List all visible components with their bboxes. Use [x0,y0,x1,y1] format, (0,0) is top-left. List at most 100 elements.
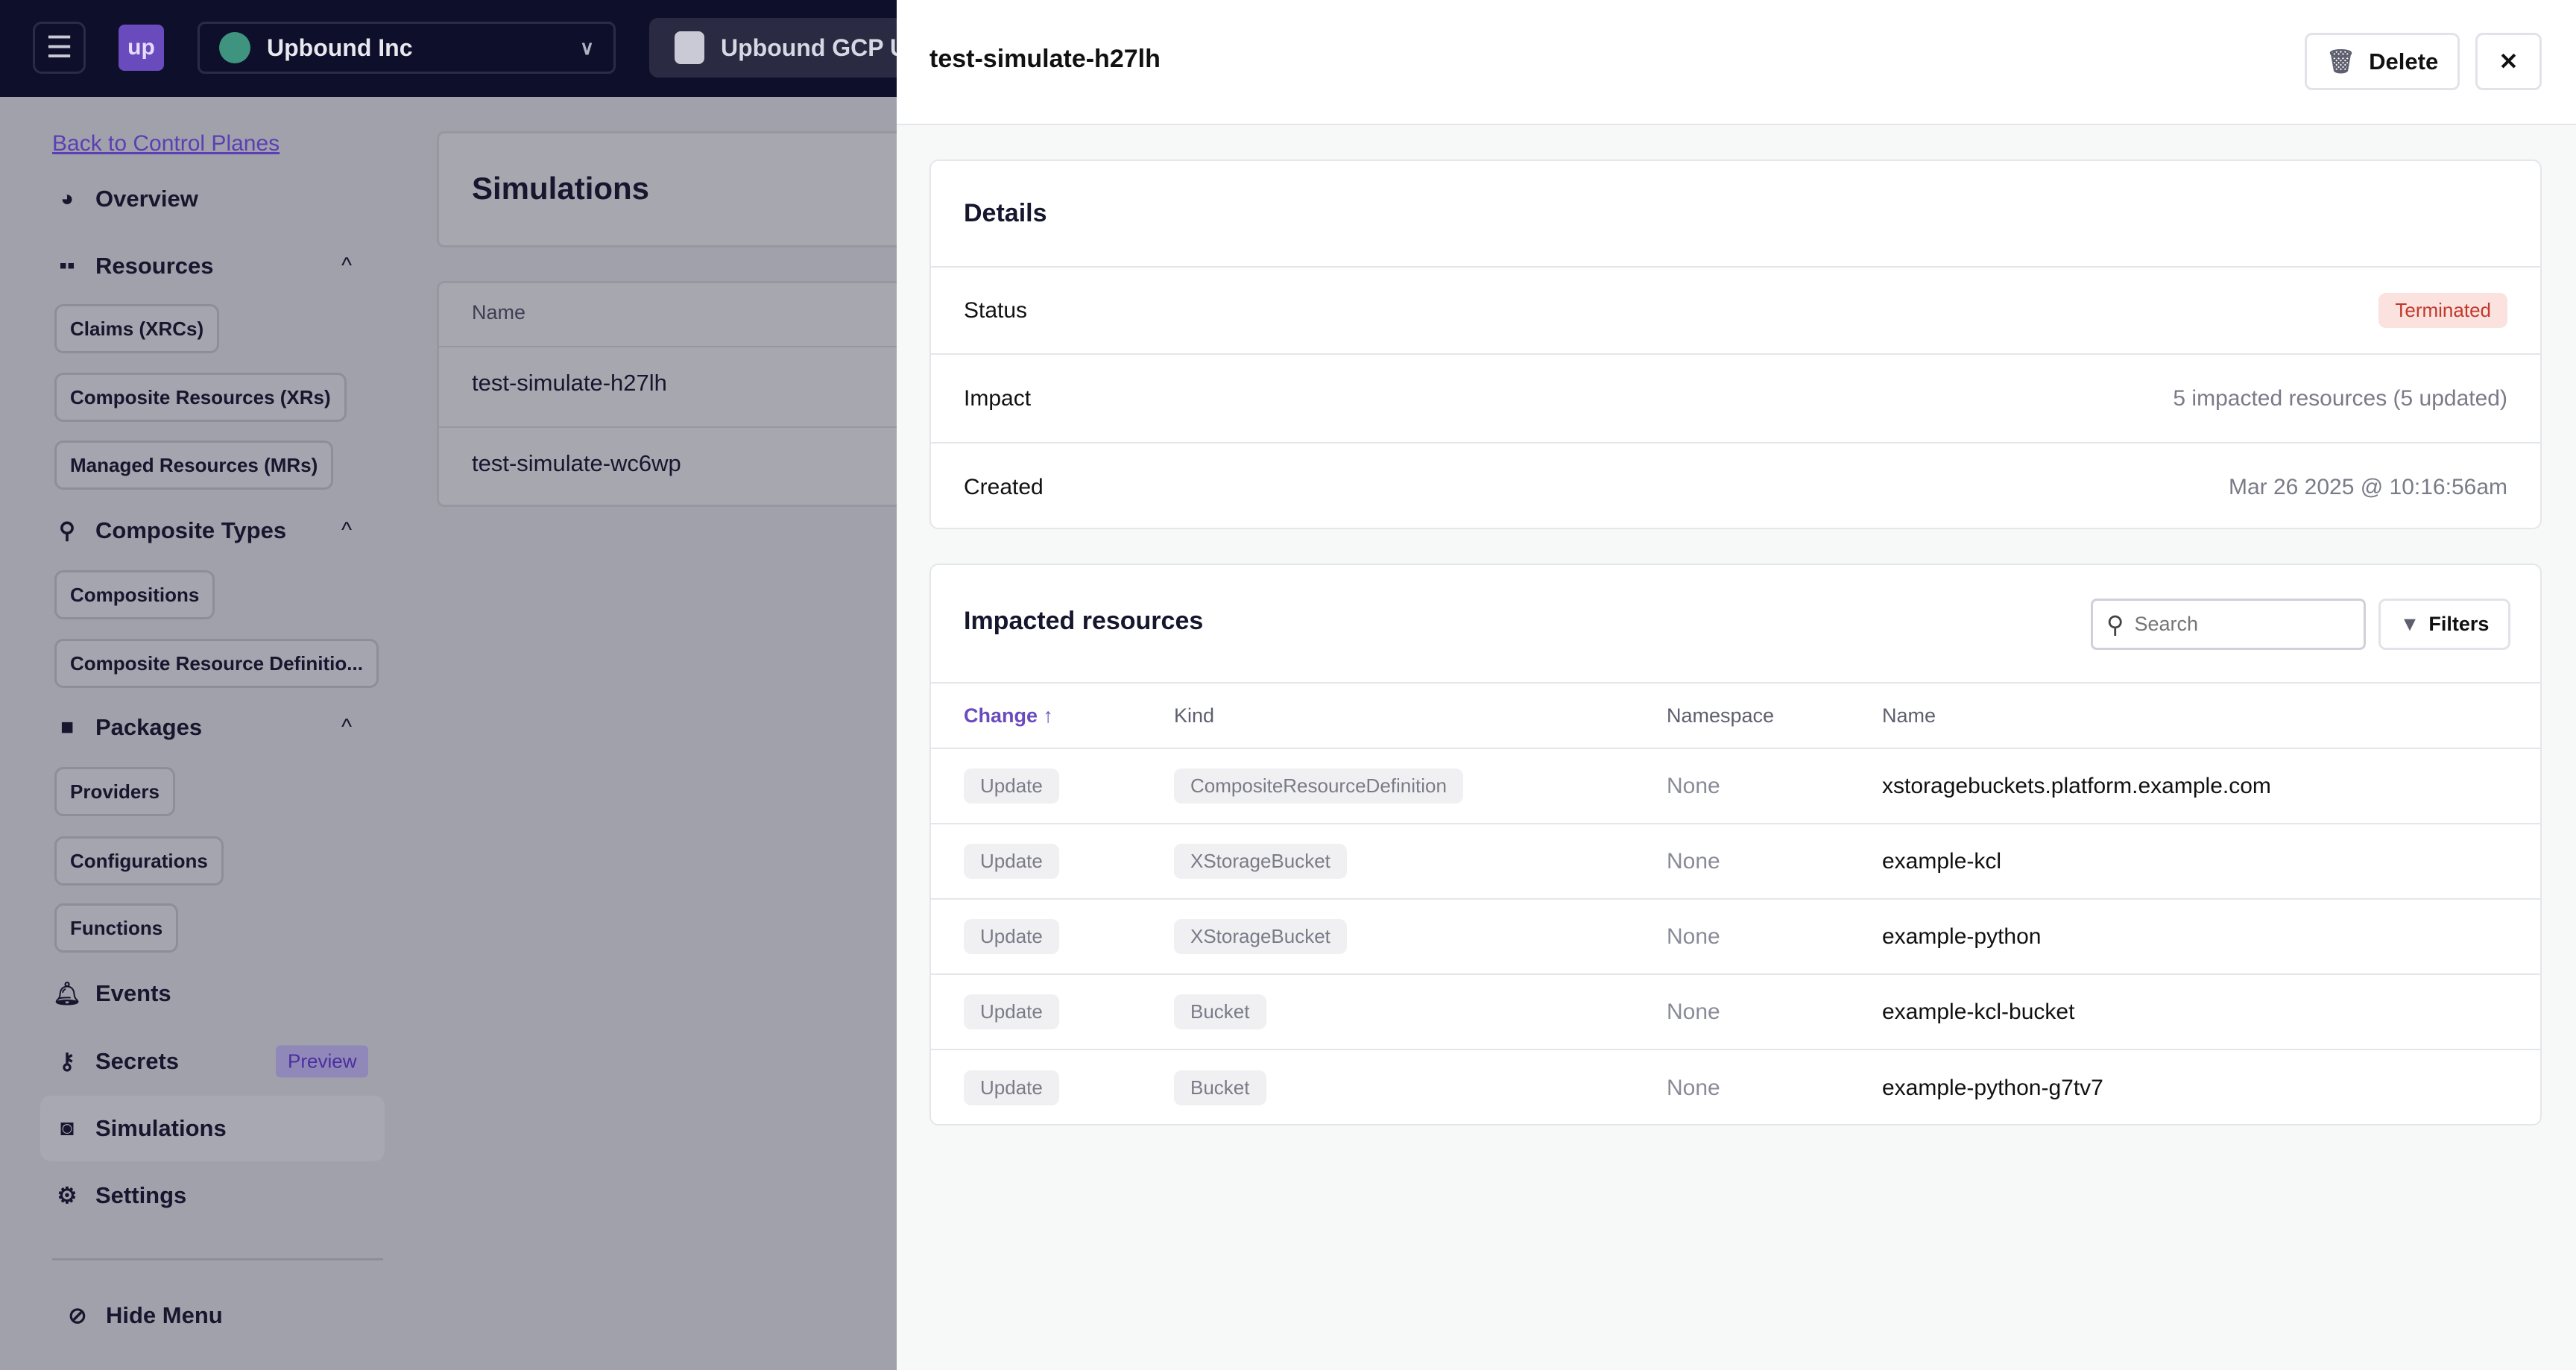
change-badge: Update [964,1070,1059,1105]
sidebar-item-resources[interactable]: ▪▪ Resources [52,253,214,280]
chevron-up-icon[interactable]: ^ [341,715,353,739]
change-badge: Update [964,844,1059,879]
menu-button[interactable]: ☰ [33,22,86,74]
trash-icon: 🗑︎ [2326,48,2356,75]
label: Settings [95,1182,187,1208]
close-button[interactable]: ✕ [2475,33,2542,90]
close-icon: ✕ [2498,48,2519,75]
kind-badge: XStorageBucket [1174,844,1347,879]
label: Secrets [95,1048,180,1074]
table-row[interactable]: Update Bucket None example-python-g7tv7 [931,1050,2540,1124]
change-badge: Update [964,919,1059,954]
sidebar-item-packages[interactable]: ■ Packages [52,714,202,741]
drawer-title: test-simulate-h27lh [929,45,1161,73]
name-cell: example-python-g7tv7 [1882,1075,2103,1100]
simulations-header-card: Simulations [437,131,959,247]
divider [52,1258,383,1260]
upbound-logo[interactable]: up [119,25,164,71]
label: Filters [2428,613,2490,635]
name-cell: example-python [1882,924,2042,949]
table-row[interactable]: Update XStorageBucket None example-kcl [931,824,2540,900]
label: Delete [2369,48,2439,75]
value: Mar 26 2025 @ 10:16:56am [2228,474,2507,499]
table-row[interactable]: Update Bucket None example-kcl-bucket [931,975,2540,1050]
sidebar-item-xrds[interactable]: Composite Resource Definitio... [54,639,379,688]
sidebar-item-functions[interactable]: Functions [54,903,179,953]
impacted-resources-card: Impacted resources ⚲ ▼ Filters Change ↑ K… [929,564,2542,1126]
name-cell: example-kcl [1882,848,2002,874]
label: Events [95,980,171,1006]
filters-button[interactable]: ▼ Filters [2378,599,2510,650]
sidebar-item-secrets[interactable]: ⚷ Secrets [52,1048,179,1075]
selected-highlight [40,1096,385,1161]
sidebar-item-managed-resources[interactable]: Managed Resources (MRs) [54,441,334,490]
dashboard-icon: ◕ [60,186,75,211]
simulation-drawer: test-simulate-h27lh 🗑︎ Delete ✕ Details S… [897,0,2576,1370]
table-row[interactable]: test-simulate-h27lh [472,370,667,396]
sidebar-item-overview[interactable]: ◕ Overview [52,186,198,212]
sidebar-item-claims[interactable]: Claims (XRCs) [54,304,220,353]
label: Composite Types [95,517,287,543]
details-heading: Details [964,199,1047,227]
label: Impact [964,385,1032,411]
kind-badge: XStorageBucket [1174,919,1347,954]
control-plane-name: Upbound GCP U [721,34,903,61]
sidebar-item-configurations[interactable]: Configurations [54,836,224,886]
table-row[interactable]: test-simulate-wc6wp [472,450,681,476]
sidebar-item-events[interactable]: 🔔︎ Events [52,980,171,1007]
chevron-up-icon[interactable]: ^ [341,518,353,543]
eye-off-icon: ⊘ [68,1303,87,1328]
back-to-control-planes-link[interactable]: Back to Control Planes [52,131,280,156]
change-badge: Update [964,994,1059,1029]
page-title: Simulations [472,171,650,206]
sidebar-item-composite-types[interactable]: ⚲ Composite Types [52,517,286,544]
column-name[interactable]: Name [1882,704,1936,727]
table-header: Change ↑ Kind Namespace Name [931,684,2540,749]
status-row: Status Terminated [931,266,2540,353]
label: Packages [95,714,203,740]
name-cell: example-kcl-bucket [1882,999,2075,1024]
impacted-heading: Impacted resources [964,607,1204,635]
kind-badge: Bucket [1174,1070,1266,1105]
namespace-cell: None [1667,773,1720,798]
namespace-cell: None [1667,999,1720,1024]
grid-icon: ▪▪ [59,253,75,278]
sidebar-item-simulations[interactable]: ◙ Simulations [52,1115,227,1142]
sidebar-item-providers[interactable]: Providers [54,767,175,816]
namespace-cell: None [1667,848,1720,874]
drawer-header: test-simulate-h27lh 🗑︎ Delete ✕ [897,0,2576,125]
control-plane-tab[interactable]: Upbound GCP U [649,18,903,78]
sidebar-item-composite-resources[interactable]: Composite Resources (XRs) [54,373,347,422]
gcp-icon [675,31,704,64]
simulations-table: Name test-simulate-h27lh test-simulate-w… [437,281,959,507]
search-icon: ⚲ [2106,610,2124,638]
namespace-cell: None [1667,924,1720,949]
org-selector[interactable]: Upbound Inc ∨ [198,22,616,74]
label: Created [964,474,1044,499]
search-field[interactable] [2134,613,2343,636]
column-kind[interactable]: Kind [1174,704,1215,727]
column-namespace[interactable]: Namespace [1667,704,1775,727]
chevron-down-icon: ∨ [579,36,594,59]
sidebar-item-settings[interactable]: ⚙ Settings [52,1182,187,1209]
compass-icon: ⚲ [59,518,75,543]
table-row[interactable]: Update XStorageBucket None example-python [931,900,2540,975]
label: Status [964,297,1028,323]
kind-badge: CompositeResourceDefinition [1174,768,1463,804]
chevron-up-icon[interactable]: ^ [341,253,353,278]
label: Hide Menu [106,1302,223,1328]
created-row: Created Mar 26 2025 @ 10:16:56am [931,442,2540,528]
gamepad-icon: ◙ [60,1116,75,1140]
column-change[interactable]: Change ↑ [964,704,1054,727]
label: Resources [95,253,214,279]
table-row[interactable]: Update CompositeResourceDefinition None xst… [931,749,2540,824]
change-badge: Update [964,768,1059,804]
preview-badge: Preview [276,1045,369,1078]
gear-icon: ⚙ [57,1183,78,1208]
namespace-cell: None [1667,1075,1720,1100]
key-icon: ⚷ [59,1049,75,1074]
sidebar-item-compositions[interactable]: Compositions [54,570,215,619]
hide-menu-button[interactable]: ⊘ Hide Menu [63,1302,223,1329]
search-input[interactable]: ⚲ [2091,599,2366,650]
delete-button[interactable]: 🗑︎ Delete [2305,33,2460,90]
